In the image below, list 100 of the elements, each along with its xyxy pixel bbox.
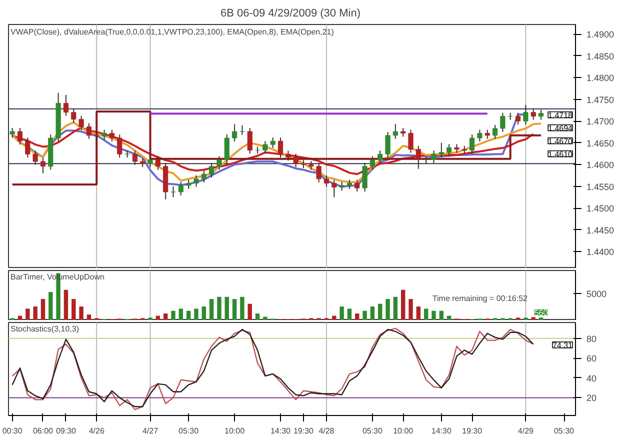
candlestick	[240, 124, 245, 136]
x-tick-label: 09:30	[56, 426, 77, 436]
bar	[194, 308, 198, 320]
candlestick	[124, 150, 130, 158]
candlestick	[392, 124, 398, 140]
candlestick	[32, 150, 38, 166]
candlestick	[332, 179, 337, 198]
candlestick	[201, 170, 206, 183]
bar	[393, 296, 398, 320]
bar	[79, 306, 84, 320]
bar	[370, 306, 375, 320]
bar	[224, 296, 229, 320]
bar	[378, 304, 382, 320]
bar	[186, 310, 191, 320]
candlestick	[438, 142, 444, 158]
y-tick-label: 40	[586, 373, 597, 384]
bar	[424, 308, 428, 320]
bar	[48, 292, 53, 320]
y-tick-label: 1.4550	[586, 182, 614, 192]
candlestick	[25, 137, 30, 158]
candlestick	[293, 153, 298, 168]
bar	[163, 314, 168, 320]
x-tick-label: 4/28	[318, 426, 335, 436]
candlestick	[408, 129, 414, 154]
bar	[531, 317, 536, 320]
x-tick-label: 14:30	[270, 426, 292, 436]
chart-title: Stochastics(3,10,3)	[10, 324, 80, 334]
bar	[240, 296, 244, 320]
candlestick	[446, 144, 452, 156]
bar	[416, 306, 421, 320]
candlestick	[484, 129, 490, 140]
bar	[408, 298, 413, 320]
candlestick	[148, 156, 153, 168]
candlestick	[232, 124, 238, 142]
bar	[400, 290, 406, 320]
x-tick-label: 06:00	[32, 426, 54, 436]
bar	[248, 304, 252, 320]
annotation: 1.4718	[548, 110, 574, 120]
candlestick	[86, 122, 92, 140]
candlestick	[278, 137, 284, 158]
x-tick-label: 4/27	[142, 426, 159, 436]
y-tick-label: 1.4700	[586, 116, 614, 127]
candlestick	[224, 134, 230, 164]
y-tick-label: 1.4850	[586, 51, 614, 62]
bar	[355, 314, 360, 320]
bar	[156, 316, 160, 320]
bar	[26, 308, 30, 320]
x-tick-label: 19:30	[462, 426, 483, 436]
y-tick-label: 60	[586, 354, 597, 364]
y-tick-label: 20	[586, 393, 597, 404]
x-tick-label: 00:30	[2, 426, 23, 436]
y-tick-label: 1.4600	[586, 160, 614, 170]
bar	[217, 296, 222, 320]
bar	[178, 308, 184, 320]
candlestick	[132, 150, 138, 166]
candlestick	[254, 146, 260, 154]
x-tick-label: 05:30	[554, 426, 575, 436]
candlestick	[416, 145, 421, 170]
x-tick-label: 10:00	[224, 426, 246, 436]
candlestick	[71, 108, 76, 124]
y-tick-label: 1.4400	[586, 247, 614, 258]
bar	[332, 316, 336, 320]
bar	[209, 298, 214, 320]
candlestick	[270, 137, 276, 149]
candlestick	[385, 131, 390, 158]
x-tick-label: 05:30	[178, 426, 200, 436]
chart-title: 6B 06-09 4/29/2009 (30 Min)	[220, 8, 360, 20]
bar	[64, 290, 68, 320]
candlestick	[194, 174, 199, 188]
bar	[439, 310, 444, 320]
y-tick-label: 1.4900	[586, 30, 614, 40]
candlestick	[523, 104, 528, 126]
bar	[18, 316, 22, 320]
bar	[33, 306, 38, 320]
bar	[362, 310, 367, 320]
bar	[386, 298, 390, 320]
candlestick	[362, 162, 368, 192]
data-label: 560	[534, 308, 548, 318]
y-tick-label: 1.4500	[586, 204, 614, 214]
candlestick	[354, 179, 360, 192]
bar	[263, 316, 268, 320]
annotation: Time remaining = 00:16:52	[432, 294, 528, 303]
candlestick	[247, 128, 252, 154]
y-tick-label: 1.4800	[586, 73, 614, 84]
bar	[72, 298, 76, 320]
chart-subtitle: VWAP(Close), dValueArea(True,0,0,0.01,1,VWTPO,23,100), EMA(Open,8), EMA(Open,21)	[10, 28, 334, 36]
candlestick	[170, 186, 176, 198]
candlestick	[508, 112, 513, 120]
candlestick	[63, 94, 69, 116]
candlestick	[470, 134, 475, 154]
candlestick	[346, 179, 352, 190]
candlestick	[477, 129, 482, 142]
bar	[347, 308, 352, 320]
y-tick-label: 1.4650	[586, 138, 614, 148]
y-tick-label: 1.4750	[586, 94, 614, 105]
y-tick-label: 5000	[586, 289, 607, 300]
y-tick-label: 80	[586, 334, 597, 344]
candlestick	[186, 179, 192, 190]
bar	[340, 306, 344, 320]
x-tick-label: 10:00	[393, 426, 414, 436]
